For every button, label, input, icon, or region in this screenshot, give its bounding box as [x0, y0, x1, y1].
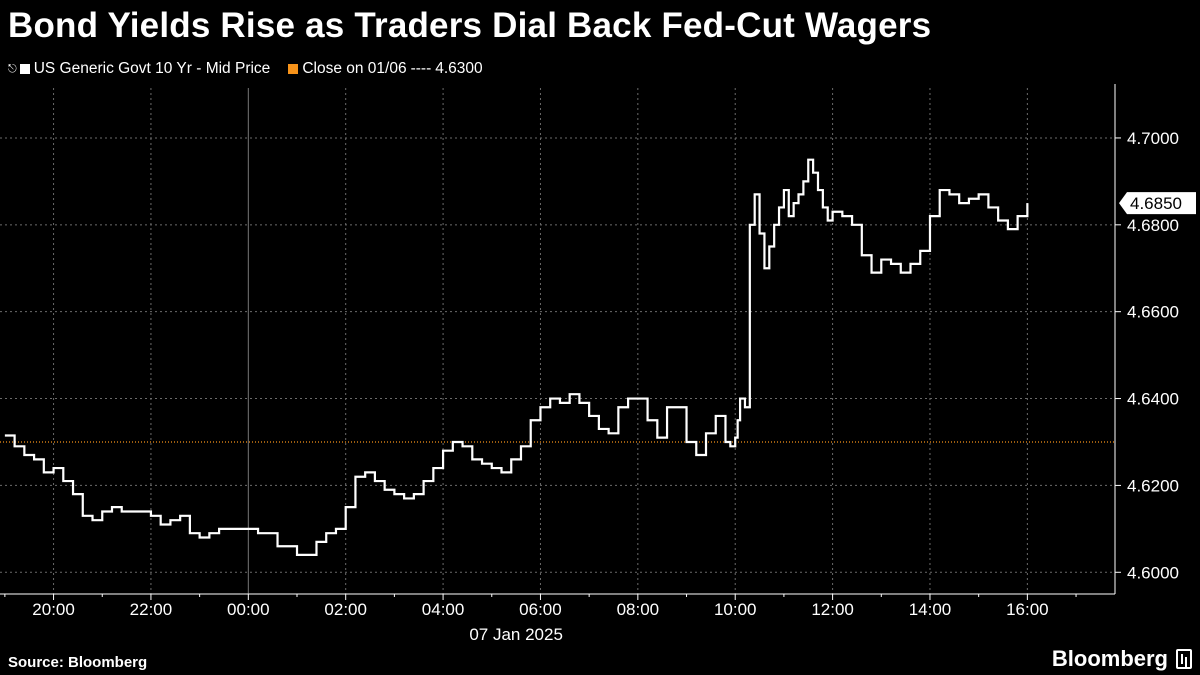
- source-note: Source: Bloomberg: [8, 654, 148, 671]
- y-tick-label: 4.7000: [1127, 129, 1179, 148]
- series-line: [4, 158, 1029, 557]
- close-legend-dashes: ----: [410, 60, 432, 77]
- terminal-icon: [1176, 649, 1192, 669]
- last-value-label: 4.6850: [1130, 194, 1182, 213]
- close-legend-value: 4.6300: [435, 60, 483, 77]
- x-tick-label: 22:00: [130, 600, 173, 619]
- x-tick-label: 06:00: [519, 600, 562, 619]
- x-tick-label: 04:00: [422, 600, 465, 619]
- series-legend-label: US Generic Govt 10 Yr - Mid Price: [33, 60, 271, 77]
- x-tick-label: 08:00: [617, 600, 660, 619]
- legend: ⎋ US Generic Govt 10 Yr - Mid Price Clos…: [8, 60, 483, 78]
- y-tick-label: 4.6600: [1127, 303, 1179, 322]
- x-tick-label: 10:00: [714, 600, 757, 619]
- close-legend-swatch: [288, 64, 299, 74]
- x-tick-label: 00:00: [227, 600, 270, 619]
- x-tick-label: 02:00: [324, 600, 367, 619]
- x-tick-label: 16:00: [1006, 600, 1049, 619]
- y-tick-label: 4.6400: [1127, 390, 1179, 409]
- x-tick-label: 14:00: [909, 600, 952, 619]
- close-legend-label: Close on 01/06: [302, 60, 407, 77]
- series-legend-icon: ⎋: [8, 62, 17, 75]
- brand-logo: Bloomberg: [1052, 646, 1192, 672]
- y-tick-label: 4.6000: [1127, 563, 1179, 582]
- brand-name: Bloomberg: [1051, 646, 1168, 671]
- date-label: 07 Jan 2025: [469, 625, 563, 644]
- last-value-tag: [1119, 192, 1196, 215]
- series-legend-swatch: [19, 64, 30, 74]
- y-tick-label: 4.6800: [1127, 216, 1179, 235]
- chart-title: Bond Yields Rise as Traders Dial Back Fe…: [8, 6, 932, 45]
- x-tick-label: 12:00: [811, 600, 854, 619]
- y-tick-label: 4.6200: [1127, 476, 1179, 495]
- x-tick-label: 20:00: [32, 600, 75, 619]
